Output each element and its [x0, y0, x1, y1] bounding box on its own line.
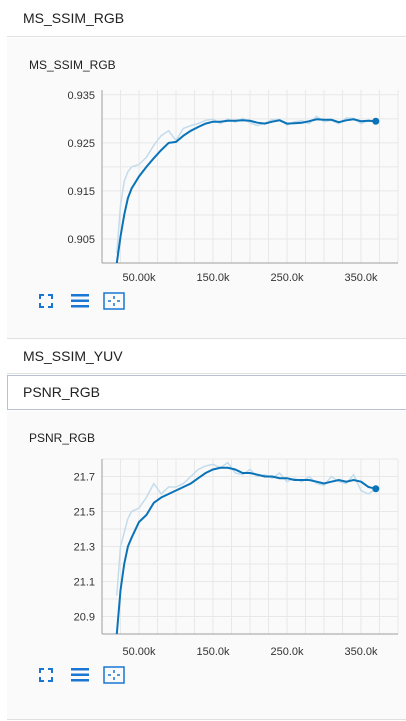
fit-domain-button[interactable]: [103, 292, 125, 310]
chart-title: PSNR_RGB: [29, 431, 96, 445]
section-header-label: MS_SSIM_YUV: [23, 348, 123, 364]
fullscreen-icon: [39, 668, 53, 682]
last-point-marker[interactable]: [372, 117, 380, 125]
x-tick-label: 150.0k: [196, 272, 230, 284]
section-header-ms-ssim-rgb[interactable]: MS_SSIM_RGB: [7, 0, 406, 37]
x-tick-label: 350.0k: [344, 272, 378, 284]
chart-title: MS_SSIM_RGB: [29, 58, 116, 72]
chart-card-ms-ssim-rgb: MS_SSIM_RGB 0.905 0.915 0.925 0.935 50.00k 15…: [7, 38, 406, 339]
gridlines: [101, 458, 399, 635]
toggle-log-scale-button[interactable]: [69, 666, 91, 684]
section-header-label: PSNR_RGB: [23, 384, 101, 400]
y-tick-label: 0.905: [67, 234, 95, 246]
x-tick-label: 50.00k: [122, 646, 156, 658]
x-tick-label: 350.0k: [344, 646, 378, 658]
x-tick-label: 150.0k: [196, 646, 230, 658]
y-tick-label: 0.935: [67, 90, 95, 102]
y-tick-label: 21.5: [74, 507, 95, 519]
x-tick-label: 250.0k: [270, 646, 304, 658]
expand-chart-button[interactable]: [35, 666, 57, 684]
y-tick-label: 21.3: [74, 542, 95, 554]
y-tick-label: 20.9: [74, 612, 95, 624]
y-tick-label: 0.915: [67, 186, 95, 198]
fit-to-data-icon: [103, 292, 125, 310]
chart-card-psnr-rgb: PSNR_RGB 20.9 21.1 21.3 21.5 21.7 50.00k 150.0…: [7, 411, 406, 720]
section-header-label: MS_SSIM_RGB: [23, 10, 125, 26]
list-icon: [71, 294, 89, 308]
section-header-psnr-rgb[interactable]: PSNR_RGB: [7, 375, 406, 410]
gridlines: [101, 90, 399, 264]
section-header-ms-ssim-yuv[interactable]: MS_SSIM_YUV: [7, 340, 406, 374]
fullscreen-icon: [39, 294, 53, 308]
x-tick-label: 250.0k: [270, 272, 304, 284]
y-tick-label: 21.1: [74, 577, 95, 589]
last-point-marker[interactable]: [372, 485, 380, 493]
series-line-raw: [116, 115, 376, 254]
y-tick-label: 21.7: [74, 472, 95, 484]
x-tick-label: 50.00k: [122, 272, 156, 284]
fit-to-data-icon: [103, 666, 125, 684]
series-line-smoothed: [115, 118, 376, 263]
line-chart-psnr-rgb[interactable]: 20.9 21.1 21.3 21.5 21.7 50.00k 150.0k 250.0k 35…: [7, 411, 406, 666]
series-line-smoothed: [115, 466, 377, 634]
left-rail: [0, 0, 7, 721]
fit-domain-button[interactable]: [103, 666, 125, 684]
y-tick-label: 0.925: [67, 138, 95, 150]
line-chart-ms-ssim-rgb[interactable]: 0.905 0.915 0.925 0.935 50.00k 150.0k 250.0k 35…: [7, 38, 406, 298]
expand-chart-button[interactable]: [35, 292, 57, 310]
list-icon: [71, 668, 89, 682]
toggle-log-scale-button[interactable]: [69, 292, 91, 310]
series-line-raw: [116, 461, 377, 596]
chart-toolbar: [35, 292, 125, 310]
chart-toolbar: [35, 666, 125, 684]
